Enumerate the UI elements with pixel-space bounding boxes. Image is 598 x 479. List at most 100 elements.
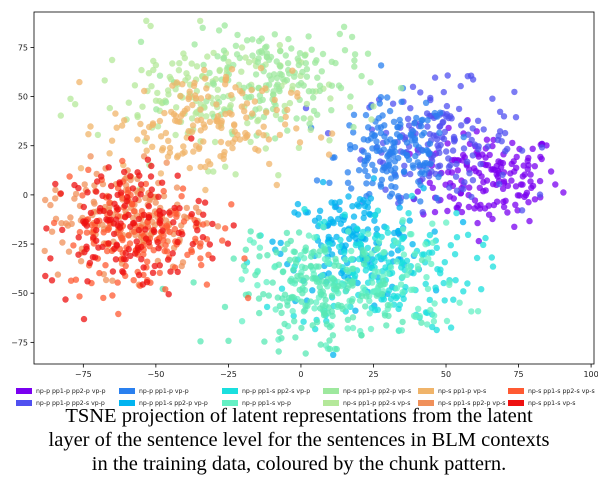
data-point bbox=[248, 86, 255, 94]
data-point bbox=[410, 312, 418, 319]
data-point bbox=[536, 191, 544, 198]
data-point bbox=[66, 173, 73, 180]
data-point bbox=[504, 209, 511, 216]
data-point bbox=[368, 116, 375, 123]
data-point bbox=[480, 126, 487, 133]
data-point bbox=[335, 82, 343, 89]
legend-item: np-p pp1-p vp-p bbox=[119, 386, 222, 396]
data-point bbox=[335, 262, 343, 270]
data-point bbox=[197, 106, 204, 113]
data-point bbox=[311, 305, 318, 312]
data-point bbox=[137, 120, 144, 128]
data-point bbox=[393, 239, 400, 246]
data-point bbox=[377, 129, 385, 137]
data-point bbox=[427, 306, 434, 314]
data-point bbox=[269, 91, 277, 98]
data-point bbox=[291, 318, 298, 325]
data-point bbox=[84, 189, 91, 196]
data-point bbox=[113, 124, 120, 131]
data-point bbox=[377, 183, 385, 190]
data-point bbox=[321, 246, 329, 253]
data-point bbox=[222, 76, 230, 83]
data-point bbox=[127, 223, 134, 230]
data-point bbox=[314, 74, 321, 81]
data-point bbox=[214, 53, 221, 60]
data-point bbox=[450, 296, 457, 303]
data-point bbox=[520, 162, 527, 169]
data-point bbox=[344, 316, 352, 323]
data-point bbox=[156, 262, 163, 269]
data-point bbox=[328, 107, 335, 114]
data-point bbox=[364, 244, 371, 252]
data-point bbox=[418, 256, 426, 264]
data-point bbox=[469, 125, 476, 132]
data-point bbox=[426, 231, 434, 239]
data-point bbox=[52, 186, 59, 194]
data-point bbox=[386, 107, 394, 115]
data-point bbox=[260, 123, 267, 130]
data-point bbox=[265, 136, 273, 143]
caption-line-1: TSNE projection of latent representation… bbox=[65, 405, 533, 427]
data-point bbox=[424, 285, 432, 293]
data-point bbox=[47, 201, 54, 209]
data-point bbox=[276, 41, 283, 49]
data-point bbox=[363, 180, 370, 187]
data-point bbox=[158, 147, 166, 154]
data-point bbox=[447, 324, 455, 331]
data-point bbox=[430, 312, 438, 319]
data-point bbox=[444, 207, 451, 215]
data-point bbox=[143, 147, 150, 154]
data-point bbox=[185, 93, 193, 101]
data-point bbox=[371, 258, 378, 265]
data-point bbox=[478, 286, 485, 293]
data-point bbox=[262, 85, 269, 92]
data-point bbox=[536, 177, 544, 185]
data-point bbox=[477, 160, 484, 168]
data-point bbox=[175, 67, 183, 74]
data-point bbox=[476, 184, 483, 191]
data-point bbox=[488, 254, 495, 261]
data-point bbox=[150, 66, 157, 74]
data-point bbox=[291, 248, 298, 256]
data-point bbox=[326, 337, 333, 344]
data-point bbox=[256, 244, 264, 251]
data-point bbox=[290, 266, 297, 273]
data-point bbox=[361, 167, 369, 174]
data-point bbox=[311, 217, 319, 224]
data-point bbox=[474, 117, 482, 125]
data-point bbox=[311, 234, 318, 241]
data-point bbox=[251, 98, 258, 105]
data-point bbox=[352, 307, 359, 314]
data-point bbox=[431, 300, 438, 307]
data-point bbox=[254, 282, 261, 289]
data-point bbox=[255, 116, 262, 124]
data-point bbox=[143, 17, 150, 24]
data-point bbox=[127, 252, 134, 260]
data-point bbox=[231, 122, 238, 129]
data-point bbox=[531, 196, 539, 203]
data-point bbox=[169, 82, 176, 89]
data-point bbox=[436, 149, 443, 157]
data-point bbox=[441, 128, 448, 136]
data-point bbox=[263, 109, 270, 116]
data-point bbox=[397, 281, 405, 288]
data-point bbox=[199, 234, 207, 241]
data-point bbox=[67, 95, 74, 103]
data-point bbox=[281, 320, 288, 328]
data-point bbox=[405, 210, 412, 217]
data-point bbox=[310, 248, 317, 255]
data-point bbox=[142, 226, 149, 233]
data-point bbox=[490, 201, 498, 209]
data-point bbox=[316, 248, 324, 255]
data-point bbox=[396, 134, 404, 141]
data-point bbox=[514, 192, 522, 199]
data-point bbox=[130, 208, 138, 215]
data-point bbox=[261, 44, 269, 51]
data-point bbox=[271, 31, 278, 38]
data-point bbox=[328, 82, 336, 89]
data-point bbox=[160, 209, 167, 216]
data-point bbox=[359, 246, 366, 254]
data-point bbox=[355, 167, 363, 174]
data-point bbox=[93, 226, 100, 234]
data-point bbox=[303, 274, 310, 281]
